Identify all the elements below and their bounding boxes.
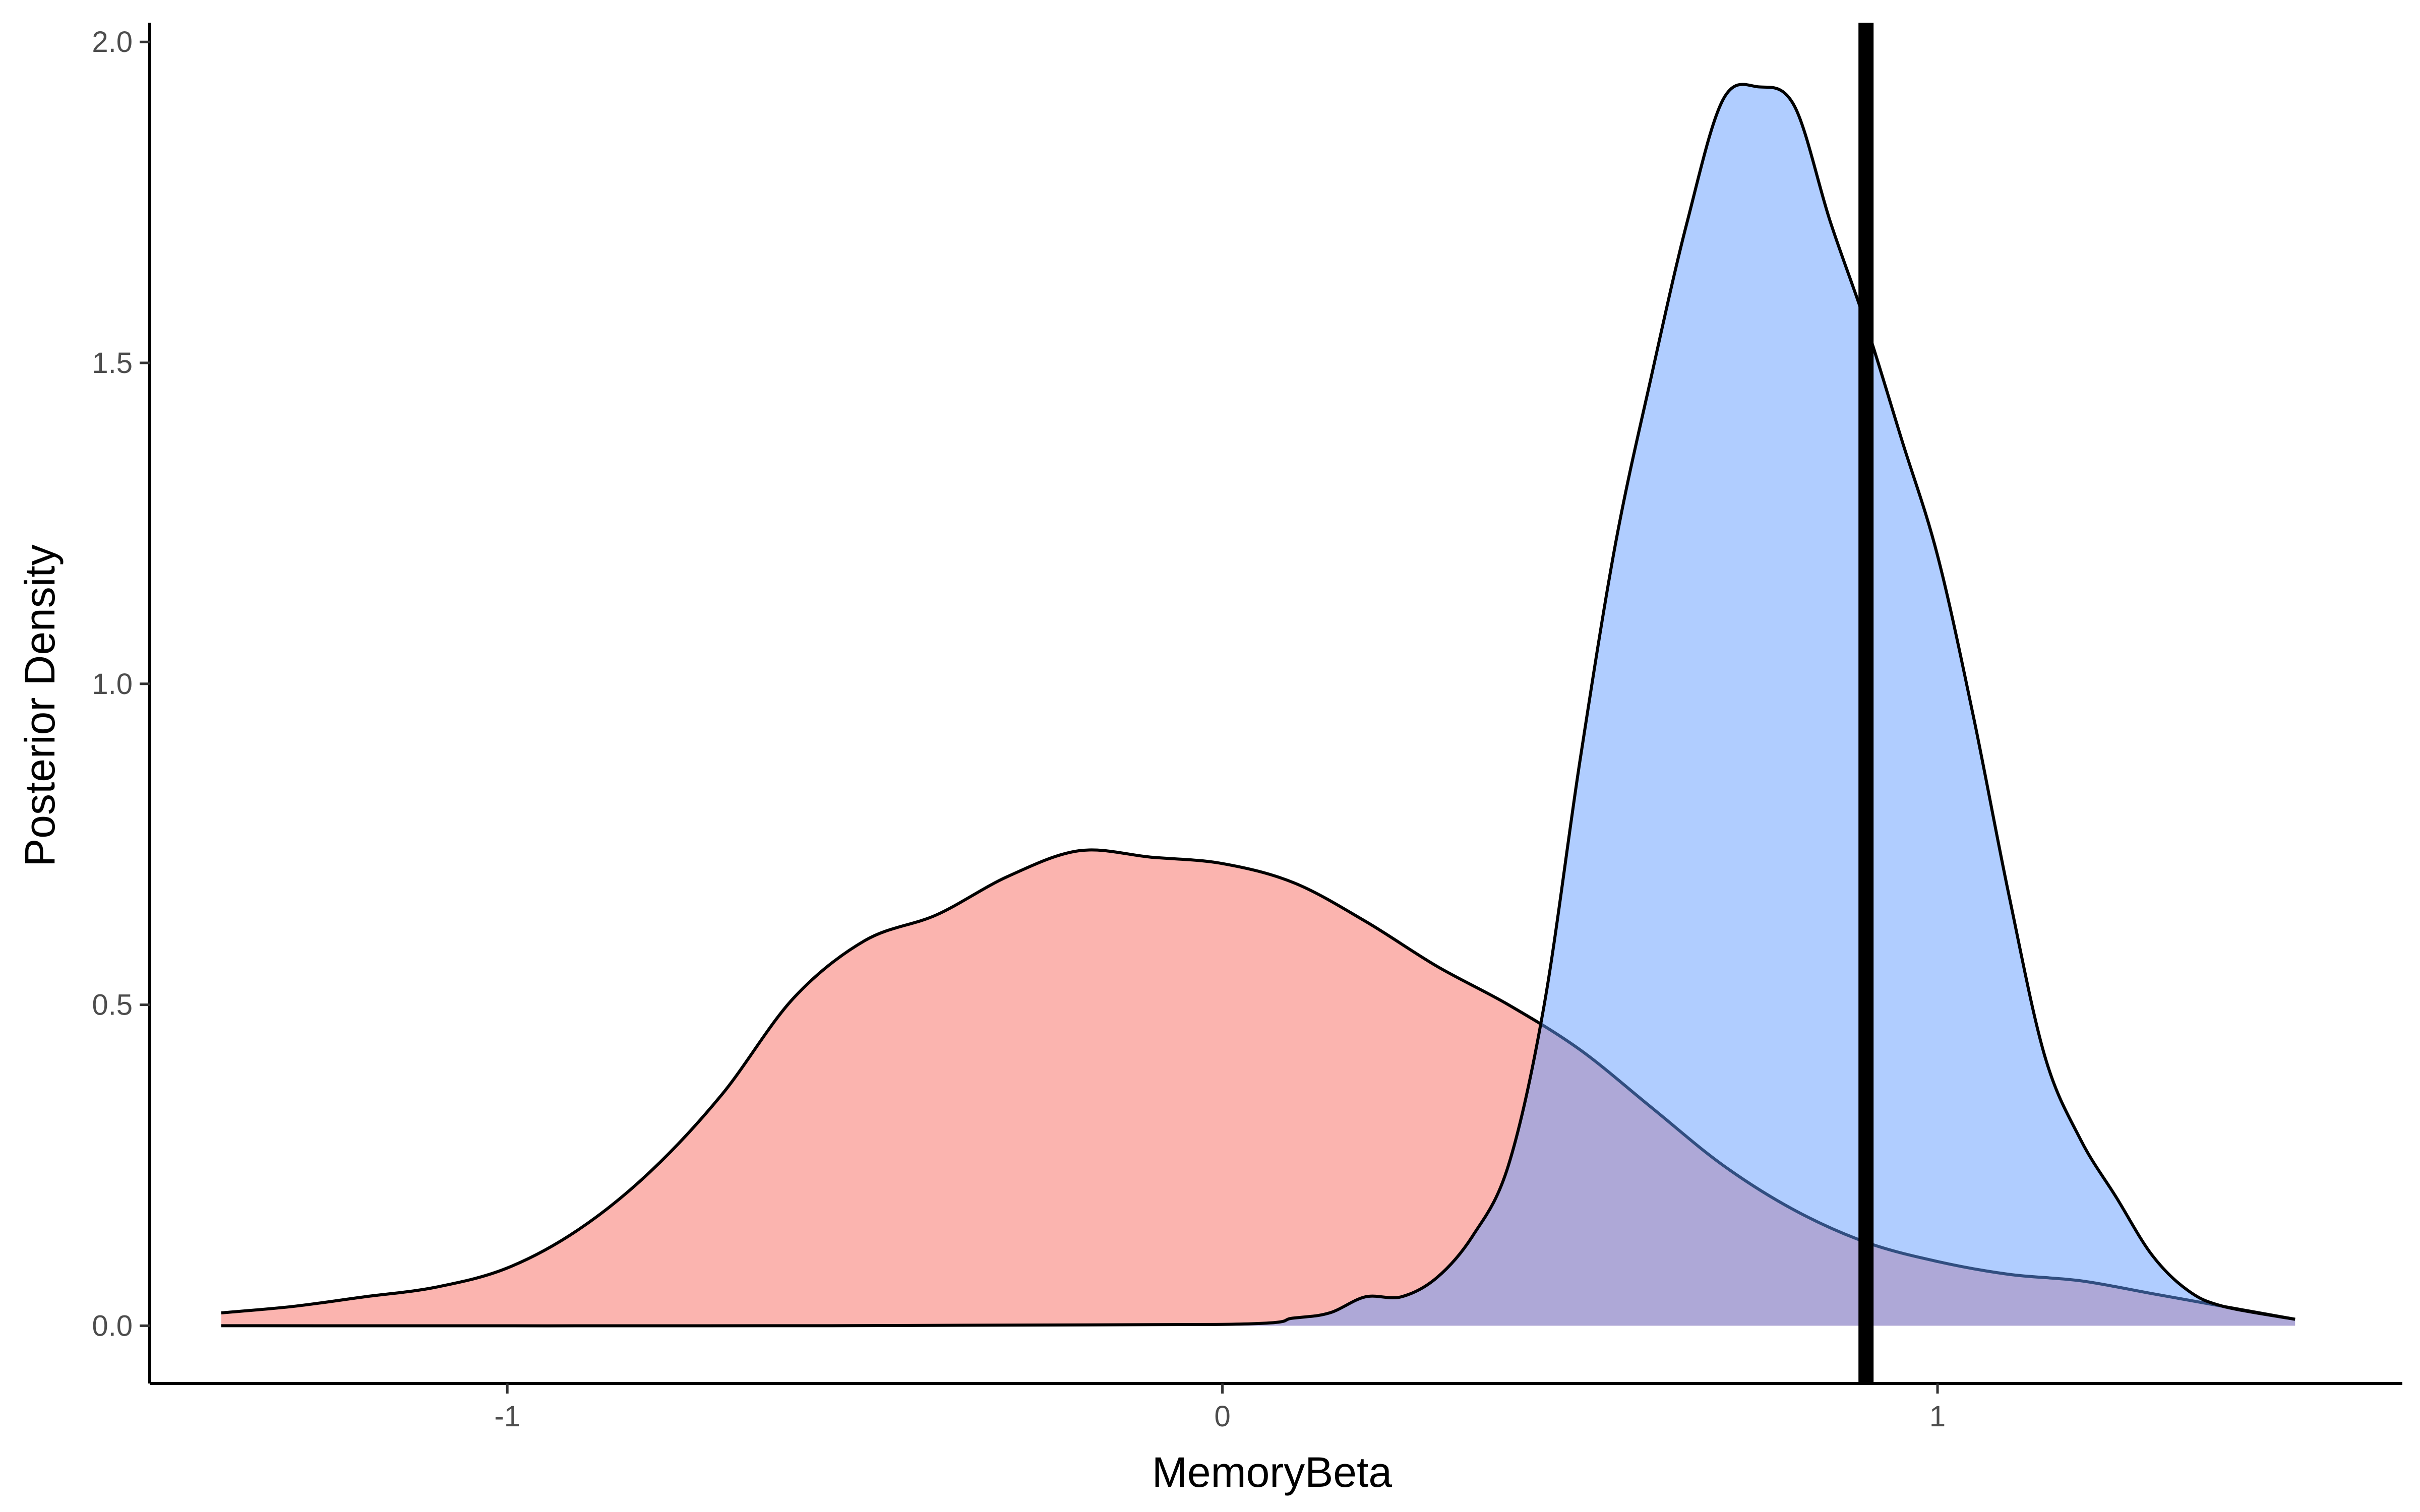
y-tick-label: 0.5 — [92, 989, 133, 1022]
x-tick-label: 1 — [1929, 1400, 1946, 1433]
y-tick-label: 1.0 — [92, 668, 133, 701]
y-tick-label: 2.0 — [92, 26, 133, 58]
density-curve-2 — [221, 83, 2295, 1328]
density-area-2 — [221, 84, 2295, 1326]
y-axis-title: Posterior Density — [16, 544, 64, 867]
y-tick-label: 1.5 — [92, 347, 133, 380]
x-axis-title: MemoryBeta — [1152, 1448, 1392, 1496]
y-axis-ticks: 0.0 0.5 1.0 1.5 2.0 — [92, 26, 150, 1342]
x-axis-ticks: -1 0 1 — [494, 1383, 1946, 1433]
x-tick-label: 0 — [1214, 1400, 1230, 1433]
plot-area — [221, 83, 2295, 1328]
x-tick-label: -1 — [494, 1400, 520, 1433]
y-tick-label: 0.0 — [92, 1309, 133, 1342]
